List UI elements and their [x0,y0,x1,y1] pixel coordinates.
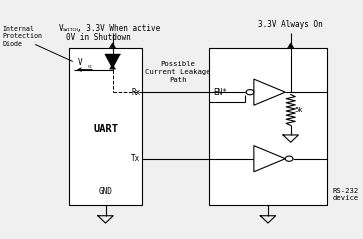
Polygon shape [254,146,285,172]
Text: Tx: Tx [131,154,140,163]
Polygon shape [254,79,285,105]
Circle shape [246,90,254,95]
Text: UART: UART [93,124,118,134]
Text: EN*: EN* [213,88,227,98]
Polygon shape [109,43,115,48]
Polygon shape [109,64,115,69]
Circle shape [285,156,293,161]
Polygon shape [287,43,294,48]
Text: GND: GND [99,187,113,196]
Text: 3.3V Always On: 3.3V Always On [258,20,323,29]
Text: V: V [58,23,63,33]
Text: Internal
Protection
Diode: Internal Protection Diode [3,26,42,47]
Text: RS-232
device: RS-232 device [333,188,359,201]
Text: V: V [78,58,82,67]
Bar [69,48,142,205]
Text: , 3.3V When active: , 3.3V When active [77,23,160,33]
Text: 5k: 5k [295,107,303,113]
Text: Possible
Current Leakage
Path: Possible Current Leakage Path [146,61,211,83]
Polygon shape [105,54,120,68]
Text: CC: CC [87,65,93,69]
Text: SWITCH: SWITCH [62,28,78,32]
Text: 0V in Shutdown: 0V in Shutdown [66,33,131,43]
Bar [209,48,327,205]
Text: Rx: Rx [131,88,140,97]
